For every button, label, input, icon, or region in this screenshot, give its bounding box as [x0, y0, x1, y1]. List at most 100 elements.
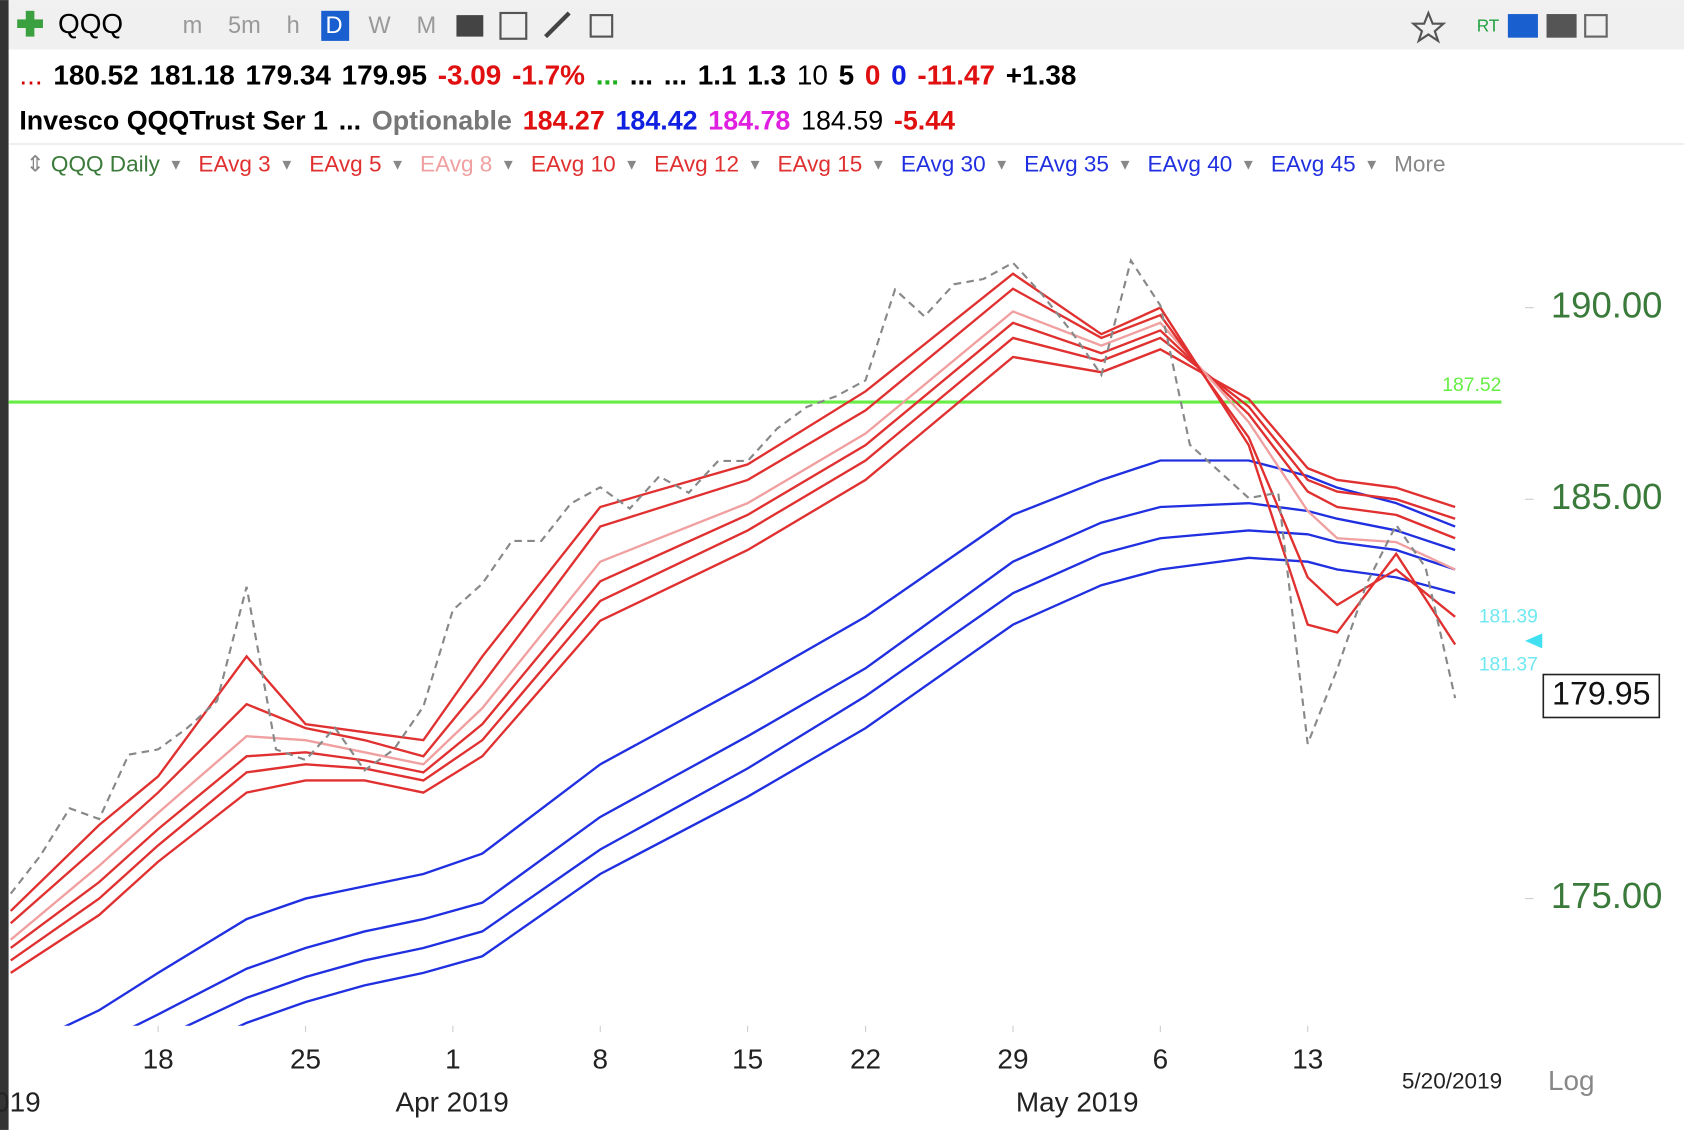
- price-marker: [1525, 633, 1543, 649]
- quote-item: 181.18: [149, 60, 234, 91]
- price-marker-label: 181.39: [1479, 606, 1538, 627]
- legend-item[interactable]: EAvg 45: [1271, 151, 1356, 176]
- x-tick-label: 8: [593, 1044, 609, 1075]
- period-label: May 2019: [1016, 1087, 1139, 1118]
- legend-arrow: ▼: [624, 156, 639, 173]
- interval-button[interactable]: h: [287, 13, 300, 39]
- moving-average-line: [10, 348, 1456, 974]
- legend-arrow: ▼: [501, 156, 516, 173]
- legend-arrow: ▼: [871, 156, 886, 173]
- legend-item[interactable]: EAvg 3: [198, 151, 270, 176]
- toolbar-bg: [0, 0, 1684, 50]
- last-date: 5/20/2019: [1402, 1069, 1502, 1094]
- x-tick-label: 6: [1153, 1044, 1169, 1075]
- interval-button[interactable]: M: [416, 13, 436, 39]
- legend-arrow: ▼: [169, 156, 184, 173]
- draw-icon[interactable]: [544, 11, 571, 39]
- quote-row: Invesco QQQTrust Ser 1... Optionable 184.2…: [19, 106, 955, 136]
- price-line: [9, 257, 1457, 895]
- interval-button[interactable]: 5m: [228, 13, 261, 39]
- moving-average-line: [9, 287, 1456, 925]
- legend-item[interactable]: EAvg 10: [531, 151, 616, 176]
- moving-average-line: [184, 529, 1456, 1026]
- quote-item: -5.44: [894, 106, 955, 136]
- period-label: Apr 2019: [396, 1087, 509, 1118]
- quote-item: Optionable: [372, 106, 512, 136]
- interval-selected-bg: [321, 10, 350, 41]
- x-tick-label: 29: [997, 1044, 1028, 1075]
- quote-item: -11.47: [917, 60, 995, 91]
- moving-average-line: [9, 310, 1456, 941]
- chart-style-icon[interactable]: [456, 15, 484, 37]
- grid-icon[interactable]: [499, 11, 528, 40]
- add-icon[interactable]: [17, 10, 43, 37]
- quote-item: 0: [865, 60, 881, 91]
- legend-arrow: ▼: [1118, 156, 1133, 173]
- star-icon[interactable]: [1410, 10, 1447, 44]
- copy-icon[interactable]: [589, 14, 614, 38]
- s-badge[interactable]: [1507, 14, 1538, 38]
- quote-item: -1.7%: [512, 60, 585, 91]
- legend-item[interactable]: EAvg 15: [777, 151, 862, 176]
- legend-item[interactable]: EAvg 35: [1024, 151, 1109, 176]
- legend-arrow: ▼: [994, 156, 1009, 173]
- save-icon[interactable]: [1584, 14, 1608, 38]
- last-price-label: 179.95: [1552, 676, 1651, 712]
- legend-row: ⇕ QQQ Daily ▼ EAvg 3 ▼ EAvg 5 ▼ EAvg 8 ▼ EAvg 10…: [26, 151, 1446, 176]
- moving-average-line: [237, 556, 1456, 1026]
- symbol[interactable]: QQQ: [58, 8, 123, 39]
- quote-item: 180.52: [53, 60, 138, 91]
- legend-item[interactable]: EAvg 12: [654, 151, 739, 176]
- quote-item: ...: [339, 106, 361, 136]
- quote-item: -3.09: [438, 60, 502, 91]
- x-tick-label: 1: [445, 1044, 461, 1075]
- y-tick-label: 190.00: [1551, 284, 1663, 325]
- quote-item: 184.78: [708, 106, 790, 136]
- quote-item: 184.42: [615, 106, 697, 136]
- x-tick-label: 13: [1292, 1044, 1323, 1075]
- quote-item: 5: [839, 60, 855, 91]
- period-label: 2019: [0, 1087, 41, 1118]
- scale-label[interactable]: Log: [1548, 1065, 1595, 1096]
- t-badge[interactable]: [1546, 14, 1577, 38]
- legend-arrow: ▼: [279, 156, 294, 173]
- quote-item: 184.27: [523, 106, 605, 136]
- quote-row: ... 180.52 181.18 179.34 179.95 -3.09 -1.7%...…: [19, 60, 1076, 91]
- legend-item[interactable]: EAvg 40: [1147, 151, 1232, 176]
- interval-button[interactable]: m: [183, 13, 203, 39]
- legend-arrow: ▼: [390, 156, 405, 173]
- price-marker-label: 181.37: [1479, 654, 1538, 675]
- rt-badge[interactable]: RT: [1477, 15, 1500, 35]
- quote-item: ...: [19, 60, 42, 91]
- legend-item[interactable]: EAvg 8: [420, 151, 492, 176]
- quote-item: 1.3: [747, 60, 786, 91]
- x-tick-label: 18: [143, 1044, 174, 1075]
- window-border: [0, 0, 9, 1130]
- legend-item[interactable]: QQQ Daily: [51, 151, 161, 176]
- quote-item: ...: [596, 60, 619, 91]
- moving-average-line: [10, 321, 1456, 949]
- quote-item: +1.38: [1006, 60, 1077, 91]
- x-tick-label: 15: [732, 1044, 763, 1075]
- quote-item: 184.59: [801, 106, 883, 136]
- interval-button[interactable]: W: [368, 13, 391, 39]
- quote-item: Invesco QQQTrust Ser 1: [19, 106, 328, 136]
- y-tick-label: 185.00: [1551, 476, 1663, 517]
- quote-item: ...: [664, 60, 687, 91]
- reference-label: 187.52: [1442, 375, 1501, 396]
- last-price-box: [1542, 673, 1661, 719]
- legend-arrow: ▼: [748, 156, 763, 173]
- quote-item: 1.1: [698, 60, 737, 91]
- moving-average-line: [63, 459, 1456, 1026]
- legend-icon: ⇕: [26, 151, 51, 176]
- legend-more[interactable]: More: [1394, 151, 1445, 176]
- quote-item: ...: [630, 60, 653, 91]
- x-tick-label: 22: [850, 1044, 881, 1075]
- legend-item[interactable]: EAvg 5: [309, 151, 381, 176]
- legend-item[interactable]: EAvg 30: [901, 151, 986, 176]
- interval-button[interactable]: D: [326, 13, 343, 39]
- quote-item: 0: [891, 60, 907, 91]
- quote-item: 179.34: [246, 60, 332, 91]
- quote-item: 179.95: [342, 60, 427, 91]
